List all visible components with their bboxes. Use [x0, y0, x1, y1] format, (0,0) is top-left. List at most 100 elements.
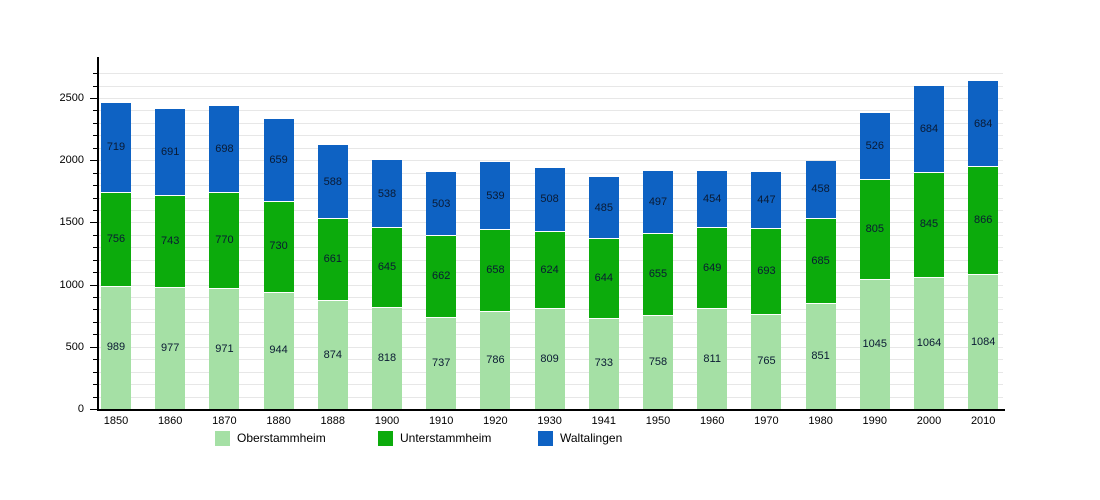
bar-value-label: 1084 [970, 335, 996, 348]
bar-value-label: 971 [215, 342, 234, 355]
legend-item-unterstammheim: Unterstammheim [378, 431, 491, 446]
bar-value-label: 1045 [862, 338, 888, 350]
bar-value-label: 805 [865, 222, 884, 235]
gridline [99, 160, 1003, 162]
bar-value-label: 485 [594, 201, 613, 214]
bar-value-label: 658 [486, 264, 505, 277]
bar-segment-unterstammheim [643, 233, 673, 315]
bar-segment-unterstammheim [480, 229, 511, 312]
y-axis-tick [93, 172, 97, 174]
bar-value-label: 786 [486, 354, 505, 367]
bar-segment-waltalingen [426, 172, 457, 235]
x-axis-year-label: 1980 [808, 415, 833, 427]
bar-value-label: 977 [161, 342, 180, 355]
bar-value-label: 661 [323, 253, 342, 266]
y-axis-tick [93, 135, 97, 137]
x-axis-year-label: 2000 [916, 415, 942, 427]
bar-value-label: 649 [703, 261, 722, 274]
bar-value-label: 691 [161, 146, 180, 159]
x-axis-year-label: 1850 [103, 415, 129, 427]
legend-label-oberstammheim: Oberstammheim [237, 431, 326, 445]
bar-value-label: 458 [811, 183, 830, 196]
x-axis-year-label: 1941 [591, 415, 617, 427]
bar-segment-waltalingen [588, 177, 619, 238]
gridline [99, 135, 1003, 137]
bar-segment-unterstammheim [372, 227, 402, 308]
bar-segment-unterstammheim [317, 218, 348, 301]
gridline [99, 110, 1003, 112]
bar-segment-waltalingen [643, 171, 673, 234]
bar-segment-waltalingen [805, 160, 836, 218]
bar-segment-oberstammheim [480, 311, 511, 409]
bar-value-label: 624 [540, 263, 559, 276]
bar-segment-waltalingen [317, 144, 348, 219]
bar-value-label: 684 [974, 117, 993, 130]
y-axis-tick [93, 185, 97, 187]
bar-value-label: 538 [377, 187, 397, 200]
bar-value-label: 659 [269, 153, 288, 166]
bar-segment-oberstammheim [263, 291, 294, 409]
bar-value-label: 944 [269, 344, 288, 357]
bar-segment-unterstammheim [263, 200, 294, 292]
bar-value-label: 698 [215, 143, 234, 156]
bar-segment-waltalingen [697, 170, 728, 228]
bar-value-label: 733 [594, 357, 613, 370]
gridline [99, 98, 1003, 100]
bar-value-label: 851 [811, 350, 830, 363]
x-axis-year-label: 1900 [374, 415, 400, 427]
legend-item-oberstammheim: Oberstammheim [215, 431, 326, 446]
bar-value-label: 719 [106, 141, 126, 154]
y-axis-tick [93, 234, 97, 236]
bar-segment-waltalingen [263, 118, 294, 201]
bar-segment-unterstammheim [914, 171, 944, 277]
bar-value-label: 770 [215, 234, 234, 247]
x-axis-year-label: 2010 [970, 415, 996, 427]
legend-swatch-waltalingen [538, 431, 553, 446]
gridline [99, 122, 1003, 124]
bar-value-label: 454 [703, 193, 722, 206]
bar-segment-unterstammheim [805, 217, 836, 304]
bar-value-label: 644 [594, 271, 613, 284]
legend-swatch-unterstammheim [378, 431, 393, 446]
y-axis-tick [93, 321, 97, 323]
bar-segment-unterstammheim [101, 191, 131, 286]
bar-value-label: 684 [919, 123, 939, 136]
y-axis-tick [90, 346, 97, 348]
bar-segment-oberstammheim [805, 303, 836, 409]
y-axis-tick [93, 209, 97, 211]
bar-value-label: 588 [323, 175, 342, 188]
bar-value-label: 693 [757, 264, 776, 277]
bar-value-label: 765 [757, 355, 776, 368]
bar-value-label: 655 [648, 267, 668, 280]
bar-value-label: 645 [377, 261, 397, 274]
bar-value-label: 662 [432, 270, 451, 283]
bar-value-label: 497 [648, 196, 668, 209]
y-axis-tick [93, 122, 97, 124]
bar-segment-unterstammheim [155, 195, 186, 288]
x-axis-year-label: 1960 [699, 415, 725, 427]
bar-segment-waltalingen [914, 86, 944, 172]
bar-segment-oberstammheim [372, 307, 402, 409]
bar-segment-waltalingen [480, 162, 511, 230]
y-axis-tick [93, 73, 97, 75]
bar-value-label: 758 [648, 355, 668, 368]
y-axis-tick [93, 309, 97, 311]
gridline [99, 73, 1003, 75]
bar-value-label: 526 [865, 140, 884, 153]
y-axis-tick [93, 85, 97, 87]
x-axis-year-label: 1860 [157, 415, 183, 427]
y-axis-tick [93, 371, 97, 373]
bar-value-label: 818 [377, 352, 397, 365]
bar-segment-oberstammheim [155, 287, 186, 409]
y-axis-tick [90, 160, 97, 162]
bar-segment-unterstammheim [426, 234, 457, 318]
bar-segment-unterstammheim [751, 227, 782, 314]
x-axis-year-label: 1888 [320, 415, 346, 427]
y-axis-tick [93, 334, 97, 336]
legend-swatch-oberstammheim [215, 431, 230, 446]
y-axis-label: 500 [65, 340, 84, 353]
bar-segment-waltalingen [209, 105, 240, 193]
bar-segment-oberstammheim [643, 314, 673, 409]
bar-segment-oberstammheim [968, 274, 999, 409]
